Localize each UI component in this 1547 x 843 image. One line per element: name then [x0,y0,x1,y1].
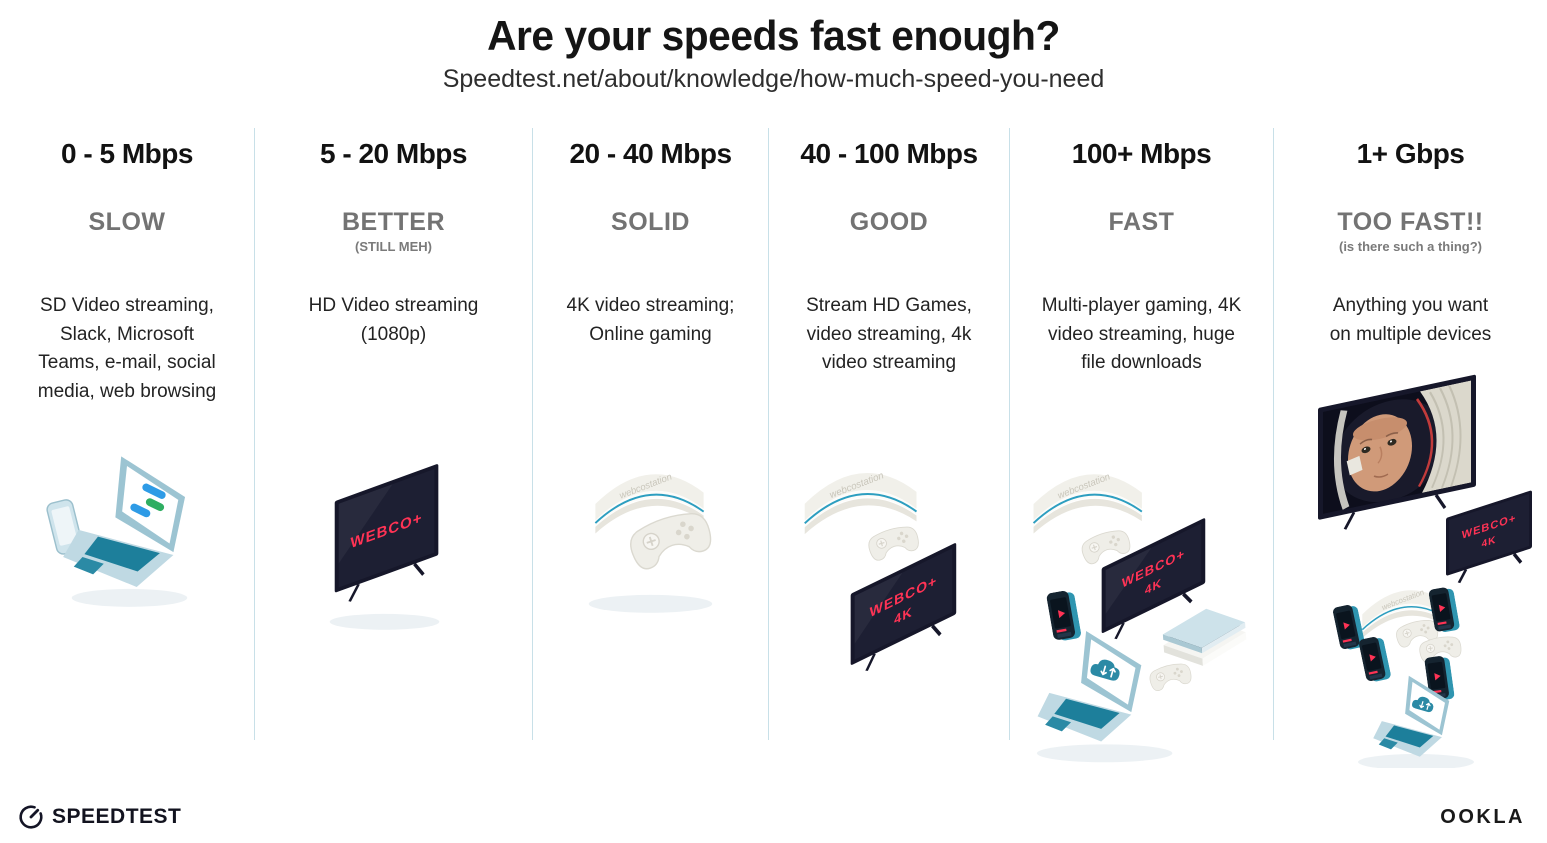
tier-column-better: 5 - 20 Mbps BETTER (STILL MEH) HD Video … [255,128,533,740]
tier-column-too-fast: 1+ Gbps TOO FAST!! (is there such a thin… [1274,128,1547,768]
smartphone-video-icon [1358,635,1392,684]
tv-webco-4k-icon: WEBCO+ 4K [850,543,957,671]
tier-description: Multi-player gaming, 4K video streaming,… [1041,295,1242,373]
speed-range-label: 0 - 5 Mbps [61,138,193,169]
rating-label: FAST [1108,208,1175,236]
smartphone-video-icon [1045,589,1082,643]
laptop-with-chat-icon [44,455,186,588]
rating-label: SOLID [611,208,690,236]
game-console-icon [803,469,918,536]
tier-column-solid: 20 - 40 Mbps SOLID 4K video streaming; O… [533,128,769,740]
speed-tier-columns: 0 - 5 Mbps SLOW SD Video streaming, Slac… [0,128,1547,768]
game-controller-icon [1147,660,1194,693]
tv-webco-4k-icon: WEBCO+ 4K [1101,518,1206,640]
tier-column-slow: 0 - 5 Mbps SLOW SD Video streaming, Slac… [0,128,255,740]
tier-description: HD Video streaming (1080p) [308,295,479,345]
tier-column-fast: 100+ Mbps FAST Multi-player gaming, 4K v… [1010,128,1274,763]
tier-description: SD Video streaming, Slack, Microsoft Tea… [37,295,217,402]
speed-range-label: 20 - 40 Mbps [569,138,732,169]
tier-description: Stream HD Games, video streaming, 4k vid… [806,295,972,373]
page-subtitle: Speedtest.net/about/knowledge/how-much-s… [442,65,1105,93]
ookla-wordmark: OOKLA [1440,806,1525,828]
rating-label: GOOD [849,208,929,236]
ookla-logo: OOKLA [1440,806,1525,829]
rating-label: BETTER [342,208,445,236]
rating-note: (is there such a thing?) [1338,239,1482,254]
illustration-console-and-4k-tv: WEBCO+ 4K [803,469,957,671]
speed-range-label: 5 - 20 Mbps [320,138,467,169]
game-controller-icon [865,522,922,563]
page-title: Are your speeds fast enough? [487,12,1060,59]
rating-label: SLOW [88,208,166,236]
rating-label: TOO FAST!! [1337,208,1484,236]
illustration-game-console [588,470,716,613]
laptop-cloud-download-icon [1036,630,1143,743]
speedtest-wordmark: SPEEDTEST [52,805,182,828]
game-controller-icon [624,505,716,573]
header: Are your speeds fast enough? Speedtest.n… [0,0,1547,94]
illustration-hd-tv: WEBCO+ [329,464,440,630]
tv-webco-4k-icon: WEBCO+ 4K [1446,490,1532,584]
illustration-everything: WEBCO+ 4K [1318,374,1532,768]
speed-range-label: 40 - 100 Mbps [800,138,978,169]
tier-description: 4K video streaming; Online gaming [566,295,735,345]
speedtest-logo: SPEEDTEST [18,804,181,830]
tier-description: Anything you want on multiple devices [1329,295,1492,345]
astronaut-movie-still [1323,380,1471,514]
tv-webco-icon: WEBCO+ [334,464,439,602]
speed-range-label: 100+ Mbps [1071,138,1212,169]
slab-console-icon [1161,606,1248,669]
tv-movie-icon [1318,374,1476,530]
speed-range-label: 1+ Gbps [1356,138,1465,169]
tv-resolution-label: 4K [1482,535,1497,551]
tier-column-good: 40 - 100 Mbps GOOD Stream HD Games, vide… [769,128,1010,740]
rating-note: (STILL MEH) [354,239,433,254]
illustration-laptop-and-phone [44,455,188,607]
game-console-icon [1032,470,1143,535]
speedtest-gauge-icon [19,805,43,829]
illustration-multi-device: WEBCO+ 4K [1032,470,1248,763]
